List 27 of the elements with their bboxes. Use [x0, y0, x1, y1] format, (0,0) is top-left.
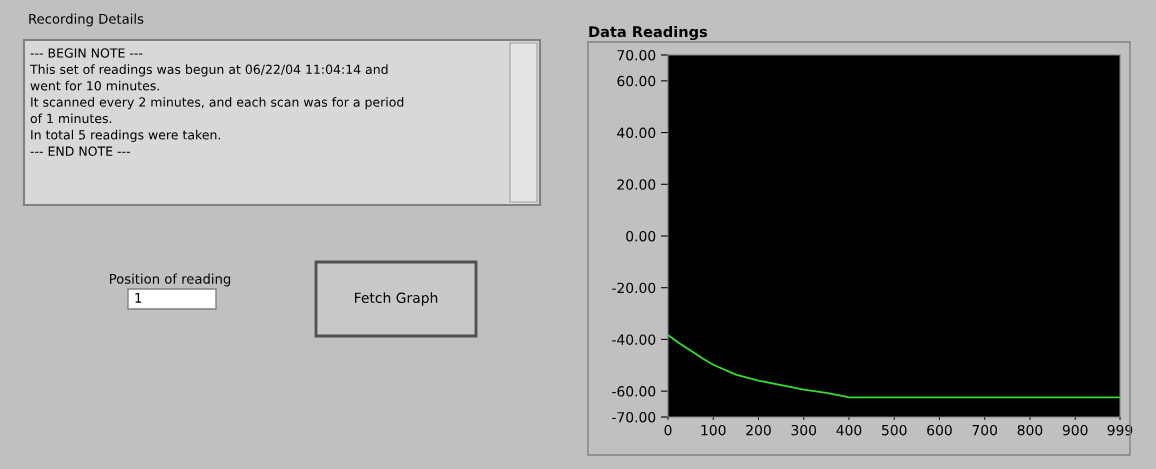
x-tick-label: 100: [701, 424, 726, 436]
x-tick-label: 0: [664, 424, 672, 436]
text: Recording Details: [29, 13, 144, 27]
y-tick-label: 0.00: [626, 230, 656, 242]
y-tick-label: 40.00: [617, 127, 656, 139]
line-series: [668, 334, 1120, 399]
x-tick-label: 700: [972, 424, 998, 436]
x-tick-label: 200: [746, 424, 771, 436]
x-tick-label: 999: [1107, 424, 1133, 436]
text: --- BEGIN NOTE --- This set of readings was begun at 06/22/04 11:04:14 and went for 10 minutes. It scanned every 2 minutes, and each scan was for a period of 1 minutes. In total 5 readings were taken. --- END NOTE ---: [29, 48, 404, 156]
text: Fetch Graph: [355, 292, 438, 306]
text: Position of reading: [110, 273, 231, 287]
chart-title: Data Readings: [589, 25, 708, 41]
x-tick-label: 400: [836, 424, 862, 436]
y-tick-label: -60.00: [612, 386, 656, 397]
x-tick-label: 500: [882, 424, 907, 436]
y-tick-label: -20.00: [612, 282, 656, 294]
x-tick-label: 900: [1062, 424, 1088, 436]
x-tick-label: 300: [791, 424, 817, 436]
y-tick-label: -70.00: [612, 411, 656, 423]
y-tick-label: 20.00: [617, 179, 656, 190]
y-tick-label: -40.00: [612, 334, 656, 345]
y-tick-label: 60.00: [617, 75, 656, 87]
y-tick-label: 70.00: [617, 49, 656, 61]
text: 1: [135, 293, 142, 303]
x-tick-label: 800: [1017, 424, 1043, 436]
x-tick-label: 600: [927, 424, 952, 436]
